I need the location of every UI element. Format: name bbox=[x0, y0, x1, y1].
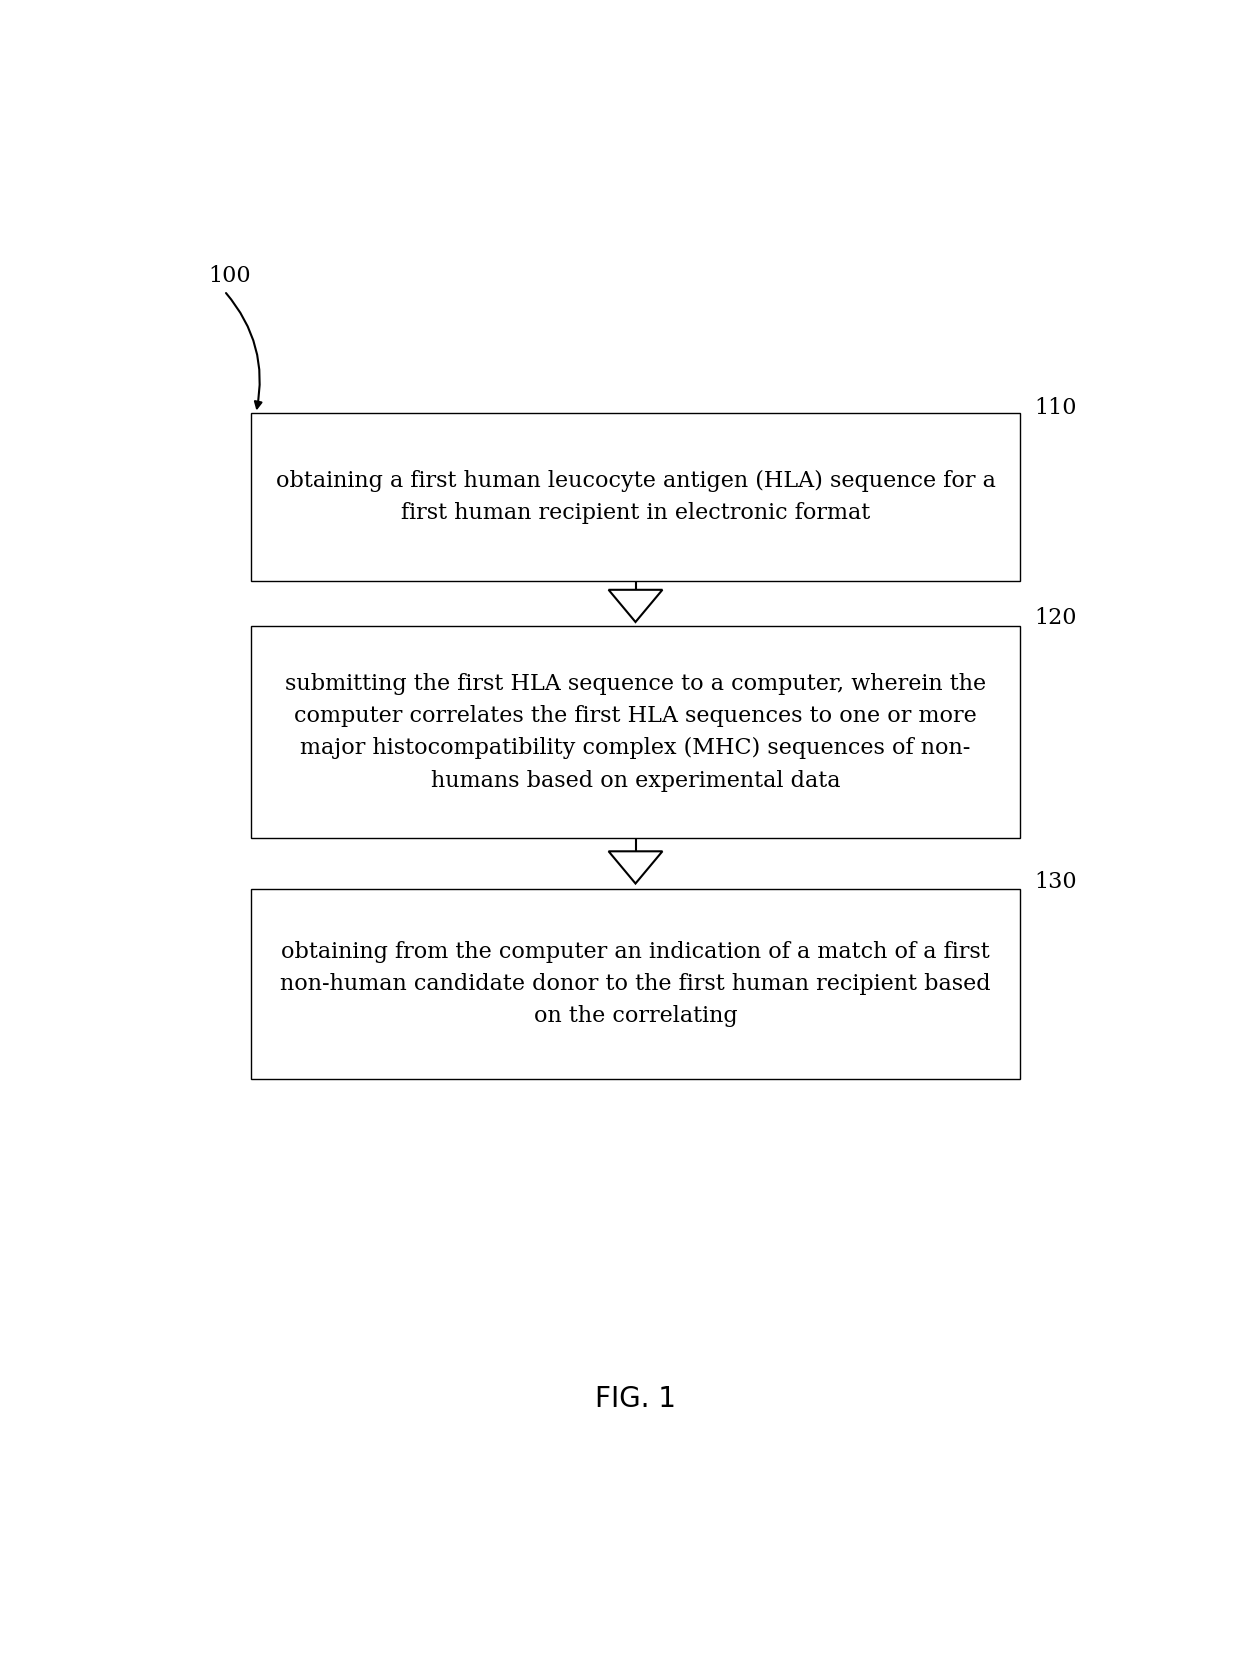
Polygon shape bbox=[609, 591, 662, 622]
Text: obtaining a first human leucocyte antigen (HLA) sequence for a
first human recip: obtaining a first human leucocyte antige… bbox=[275, 470, 996, 524]
Text: FIG. 1: FIG. 1 bbox=[595, 1385, 676, 1412]
Text: submitting the first HLA sequence to a computer, wherein the
computer correlates: submitting the first HLA sequence to a c… bbox=[285, 673, 986, 791]
Text: 100: 100 bbox=[208, 266, 250, 288]
Text: 130: 130 bbox=[1034, 870, 1076, 893]
Polygon shape bbox=[609, 852, 662, 883]
FancyBboxPatch shape bbox=[250, 626, 1019, 838]
FancyBboxPatch shape bbox=[250, 888, 1019, 1079]
Text: 120: 120 bbox=[1034, 607, 1076, 629]
Text: obtaining from the computer an indication of a match of a first
non-human candid: obtaining from the computer an indicatio… bbox=[280, 940, 991, 1027]
FancyBboxPatch shape bbox=[250, 413, 1019, 581]
Text: 110: 110 bbox=[1034, 397, 1076, 418]
